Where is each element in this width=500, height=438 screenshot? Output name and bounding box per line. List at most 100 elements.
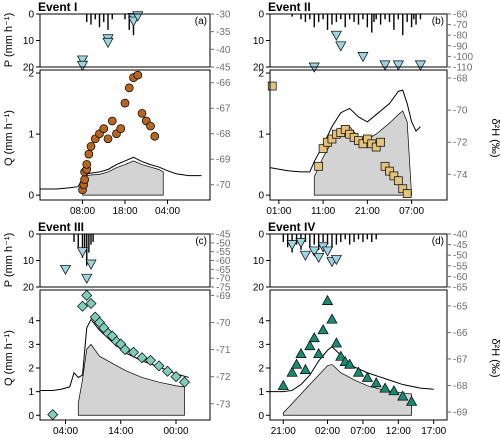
panel-1-stream-isotope-21 <box>146 121 155 131</box>
panel-4-precip-isotope-3 <box>308 246 320 257</box>
panel-4-stream-isotope-3 <box>295 347 307 359</box>
panel-4-p-ticklabel-0: 0 <box>258 230 264 241</box>
panel-4-x-ticklabel-21:00: 21:00 <box>271 426 296 437</box>
panel-4-stream-isotope-4 <box>299 363 311 374</box>
panel-4-piso-ticklabel--40: -40 <box>453 230 468 241</box>
panel-3-qiso-ticklabel--73: -73 <box>216 399 231 410</box>
panel-1-piso-ticklabel--35: -35 <box>216 27 231 38</box>
panel-2-title: Event II <box>268 0 311 14</box>
panel-1-stream-isotope-16 <box>124 83 134 93</box>
panel-2-discharge-line <box>269 89 421 173</box>
panel-3-q-ticklabel-0: 0 <box>28 411 34 422</box>
panel-1-qiso-ticklabel--70: -70 <box>216 180 231 191</box>
panel-4-title: Event IV <box>268 220 315 234</box>
panel-4-qiso-ticklabel--65: -65 <box>453 301 468 312</box>
panel-3-qiso-ticklabel--70: -70 <box>216 318 231 329</box>
panel-1-stream-isotope-6 <box>84 149 94 159</box>
panel-4-stream-isotope-18 <box>379 382 391 393</box>
panel-2-piso-ticklabel--70: -70 <box>453 20 468 31</box>
panel-4-q-ticklabel-2: 2 <box>258 364 264 375</box>
panel-3-qiso-ticklabel--72: -72 <box>216 372 231 383</box>
panel-4-stream-isotope-12 <box>335 350 347 361</box>
panel-4-piso-ticklabel--65: -65 <box>453 283 468 294</box>
panel-2-precip-isotope-6 <box>414 60 427 71</box>
panel-2-stream-isotope-2 <box>318 144 328 153</box>
panel-3-stream-isotope-18 <box>179 376 190 388</box>
d2h-ylabel-bottom: δ²H (‰) <box>489 338 500 377</box>
panel-4-stream-isotope-17 <box>370 377 382 388</box>
panel-1-event-water-area <box>82 160 164 196</box>
panel-1-x-ticklabel-04:00: 04:00 <box>155 206 180 217</box>
panel-4-stream-isotope-7 <box>313 347 325 359</box>
panel-2-stream-isotope-19 <box>393 176 403 186</box>
panel-1-x-ticklabel-08:00: 08:00 <box>70 206 95 217</box>
panel-2-stream-isotope-7 <box>340 125 350 134</box>
q-ylabel-bottom: Q (mm h⁻¹) <box>3 330 15 386</box>
panel-1-stream-isotope-2 <box>80 175 89 184</box>
panel-4-qiso-ticklabel--67: -67 <box>453 354 468 365</box>
panel-3-stream-isotope-12 <box>128 346 139 358</box>
panel-2-p-ticklabel-20: 20 <box>253 63 265 74</box>
panel-3-stream-isotope-13 <box>136 352 148 364</box>
panel-2-precip-isotope-3 <box>357 52 369 63</box>
panel-1-q-ticklabel-1: 1 <box>28 130 34 141</box>
panel-4-x-ticklabel-12:00: 12:00 <box>386 426 411 437</box>
panel-1-piso-ticklabel--45: -45 <box>216 63 231 74</box>
panel-3-p-ticklabel-20: 20 <box>23 283 35 294</box>
panel-2-stream-isotope-21 <box>402 189 412 198</box>
panel-2-precip-isotope-4 <box>379 60 391 71</box>
panel-2-qiso-ticklabel--72: -72 <box>453 138 468 149</box>
panel-1-qiso-ticklabel--67: -67 <box>216 104 231 115</box>
panel-4-label: (d) <box>432 236 444 247</box>
panel-2-p-ticklabel-0: 0 <box>258 10 264 21</box>
panel-1-qiso-ticklabel--68: -68 <box>216 129 231 140</box>
panel-3-label: (c) <box>195 236 207 247</box>
panel-4-stream-isotope-19 <box>388 385 400 396</box>
panel-2-stream-isotope-14 <box>371 142 381 152</box>
panel-2-q-ticklabel-2: 2 <box>258 69 264 80</box>
panel-3-stream-isotope-2 <box>81 289 93 301</box>
panel-1-discharge-line <box>40 156 202 190</box>
panel-2-precip-isotope-2 <box>335 41 347 52</box>
panel-3-qiso-ticklabel--69: -69 <box>216 291 231 302</box>
panel-4-stream-isotope-5 <box>304 339 316 351</box>
panel-2-stream-isotope-17 <box>385 166 394 176</box>
panel-2-stream-isotope-1 <box>314 161 324 171</box>
panel-4-precip-isotope-6 <box>321 246 334 257</box>
panel-3-stream-isotope-16 <box>162 365 173 377</box>
panel-4-x-ticklabel-17:00: 17:00 <box>421 426 446 437</box>
panel-3-discharge-frame <box>39 289 211 421</box>
panel-1-precip-frame <box>39 13 211 68</box>
panel-2-stream-isotope-20 <box>398 184 408 194</box>
panel-1-piso-ticklabel--30: -30 <box>216 10 231 21</box>
panel-3-p-ticklabel-0: 0 <box>28 230 34 241</box>
panel-4-precip-isotope-8 <box>330 255 342 266</box>
panel-3-piso-ticklabel--45: -45 <box>216 230 231 241</box>
panel-4-x-ticklabel-07:00: 07:00 <box>350 426 375 437</box>
panel-1-precip-isotope-5 <box>127 16 140 27</box>
panel-4-stream-isotope-20 <box>397 390 409 401</box>
panel-3-piso-ticklabel--60: -60 <box>216 256 231 267</box>
panel-3-x-ticklabel-14:00: 14:00 <box>108 426 133 437</box>
panel-4-stream-isotope-8 <box>317 324 329 335</box>
panel-4-qiso-ticklabel--69: -69 <box>453 408 468 419</box>
panel-3-piso-ticklabel--50: -50 <box>216 238 231 249</box>
panel-1-q-ticklabel-2: 2 <box>28 69 34 80</box>
panel-1-p-ticklabel-20: 20 <box>23 63 35 74</box>
panel-1-qiso-ticklabel--66: -66 <box>216 78 231 89</box>
panel-1-stream-isotope-7 <box>86 142 96 151</box>
panel-4-event-water-area <box>282 364 412 416</box>
panel-4-q-ticklabel-0: 0 <box>258 411 264 422</box>
d2h-ylabel-top: δ²H (‰) <box>489 118 500 157</box>
panel-1-precip-isotope-1 <box>76 60 89 71</box>
panel-4-q-ticklabel-1: 1 <box>258 387 264 398</box>
panel-2-x-ticklabel-01:00: 01:00 <box>266 206 291 217</box>
panel-3-stream-isotope-17 <box>170 371 182 383</box>
panel-4-p-ticklabel-10: 10 <box>253 256 265 267</box>
panel-4-stream-isotope-15 <box>352 366 365 377</box>
panel-4-stream-isotope-2 <box>290 358 303 369</box>
panel-3-x-ticklabel-04:00: 04:00 <box>53 426 78 437</box>
panel-3-precip-isotope-1 <box>76 247 89 258</box>
panel-4-stream-isotope-21 <box>406 395 418 406</box>
panel-2-piso-ticklabel--100: -100 <box>453 52 473 63</box>
